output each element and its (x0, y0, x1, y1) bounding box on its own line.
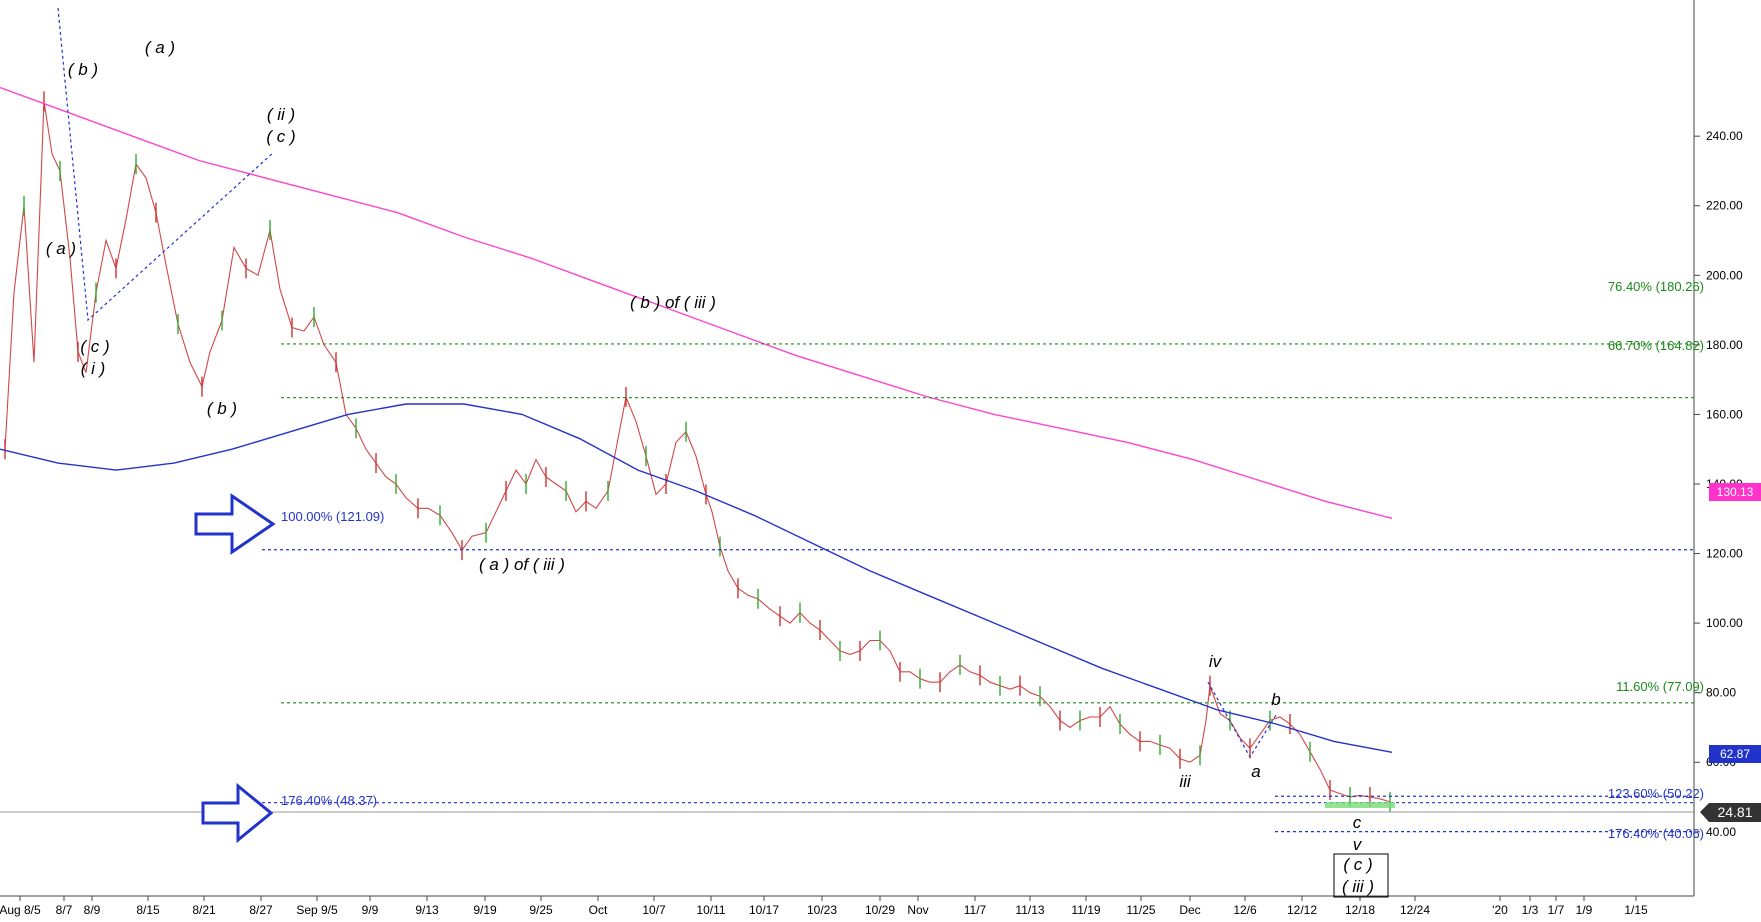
x-tick-label: 8/7 (56, 903, 73, 917)
x-tick-label: 12/24 (1400, 903, 1430, 917)
wave-connector (1207, 681, 1277, 759)
x-tick-label: 1/15 (1624, 903, 1648, 917)
x-tick-label: 8/15 (136, 903, 160, 917)
x-tick-label: '20 (1492, 903, 1508, 917)
x-tick-label: 11/13 (1015, 903, 1044, 917)
x-tick-label: 10/29 (865, 903, 895, 917)
x-tick-label: Dec (1179, 903, 1200, 917)
price-badge-magenta: 130.13 (1709, 483, 1761, 501)
price-path (4, 101, 1391, 803)
wave-label: ( c ) (80, 337, 109, 356)
target-zone (1325, 802, 1395, 808)
x-tick-label: Nov (907, 903, 928, 917)
fib-label: 100.00% (121.09) (281, 509, 384, 524)
x-tick-label: 8/21 (192, 903, 216, 917)
x-tick-label: 11/19 (1071, 903, 1100, 917)
wave-box (1333, 853, 1389, 898)
wave-label: ( b ) (68, 60, 98, 79)
wave-label: a (1251, 762, 1260, 781)
x-tick-label: 8/27 (249, 903, 273, 917)
x-tick-label: 10/11 (696, 903, 725, 917)
wave-annotations (57, 7, 1277, 759)
x-tick-label: 1/9 (1576, 903, 1593, 917)
badge-text: 24.81 (1717, 804, 1752, 820)
x-tick-label: 10/17 (749, 903, 779, 917)
wave-label: ( c ) (1343, 855, 1372, 874)
x-tick-label: Oct (589, 903, 608, 917)
fib-label: 176.40% (48.37) (281, 793, 377, 808)
price-badge-last: 24.81 (1700, 803, 1761, 822)
moving-average-line (0, 403, 1393, 753)
x-tick-label: 10/7 (642, 903, 666, 917)
fib-label: 176.40% (40.06) (1608, 826, 1704, 841)
wave-label: ( iii ) (1342, 877, 1374, 896)
wave-label: ( a ) (46, 239, 76, 258)
wave-label: ( a ) (145, 38, 175, 57)
badge-text: 130.13 (1717, 485, 1754, 499)
x-tick-label: 9/13 (415, 903, 439, 917)
wave-label: iv (1209, 652, 1223, 671)
wave-label: b (1271, 690, 1280, 709)
x-tick-label: Aug 8/5 (0, 903, 41, 917)
wave-connector (57, 7, 275, 322)
wave-label: iii (1179, 772, 1192, 791)
x-tick-label: 1/3 (1522, 903, 1539, 917)
moving-averages (0, 86, 1393, 753)
arrow-icon-lower (201, 782, 274, 844)
wave-label: ( a ) of ( iii ) (479, 555, 565, 574)
fib-label: 66.70% (164.82) (1608, 338, 1704, 353)
arrow-icon-upper (194, 493, 276, 555)
y-tick-label: 180.00 (1706, 338, 1743, 352)
x-tick-label: 9/9 (362, 903, 379, 917)
x-tick-label: 11/25 (1126, 903, 1155, 917)
wave-label: ( b ) (207, 399, 237, 418)
y-tick-label: 240.00 (1706, 129, 1743, 143)
y-tick-label: 120.00 (1706, 547, 1743, 561)
moving-average-line (0, 86, 1393, 519)
price-bars (4, 91, 1391, 812)
y-tick-label: 200.00 (1706, 268, 1743, 282)
y-tick-label: 160.00 (1706, 407, 1743, 421)
fib-label: 11.60% (77.09) (1616, 679, 1704, 694)
wave-label: ( b ) of ( iii ) (630, 293, 716, 312)
wave-label: v (1353, 835, 1363, 854)
fib-label: 123.60% (50.22) (1608, 786, 1704, 801)
fib-label: 76.40% (180.26) (1608, 279, 1704, 294)
x-tick-label: 12/6 (1233, 903, 1257, 917)
x-tick-label: 11/7 (964, 903, 987, 917)
wave-label: ( c ) (266, 127, 295, 146)
y-tick-label: 220.00 (1706, 199, 1743, 213)
x-tick-label: 12/12 (1287, 903, 1317, 917)
wave-label: ( ii ) (267, 105, 295, 124)
price-badge-blue: 62.87 (1709, 745, 1761, 763)
wave-label: ( i ) (81, 359, 106, 378)
x-tick-label: 9/25 (529, 903, 553, 917)
y-tick-label: 40.00 (1706, 825, 1736, 839)
y-tick-label: 100.00 (1706, 616, 1743, 630)
x-tick-label: 8/9 (84, 903, 101, 917)
fibonacci-levels (0, 343, 1694, 833)
x-tick-label: 12/18 (1345, 903, 1375, 917)
x-tick-label: 10/23 (807, 903, 837, 917)
x-tick-label: 1/7 (1548, 903, 1565, 917)
x-tick-label: Sep 9/5 (296, 903, 338, 917)
y-tick-label: 80.00 (1706, 686, 1736, 700)
badge-text: 62.87 (1720, 747, 1750, 761)
wave-label: c (1353, 813, 1362, 832)
x-tick-label: 9/19 (473, 903, 497, 917)
x-axis-ticks: Aug 8/5 8/7 8/9 8/15 8/21 8/27 Sep 9/5 9/9 9/13 9… (0, 896, 1648, 917)
